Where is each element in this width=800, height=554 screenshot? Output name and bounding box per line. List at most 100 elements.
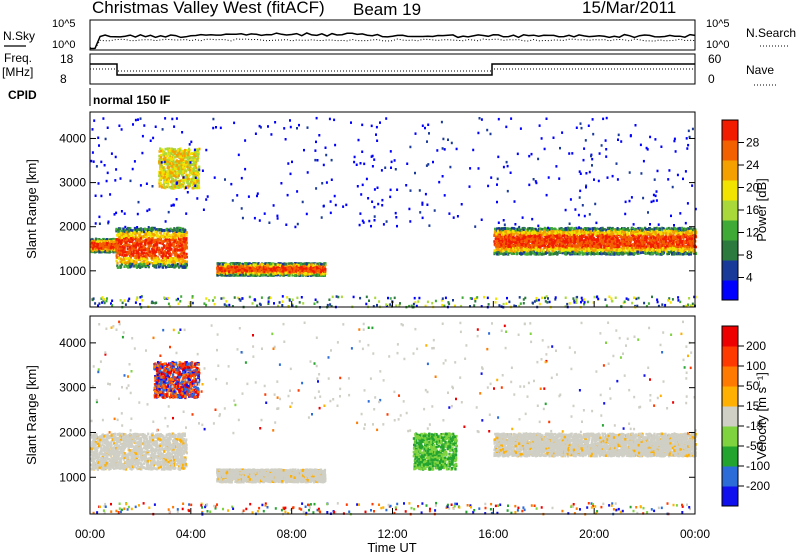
data-cell (288, 274, 291, 277)
data-cell (185, 234, 188, 237)
data-cell (166, 246, 169, 250)
data-cell (111, 248, 114, 251)
data-cell (116, 234, 119, 237)
data-cell (136, 252, 139, 256)
noise-tick-left-top: 10^5 (52, 18, 76, 30)
data-cell (123, 254, 126, 257)
data-cell (140, 265, 144, 268)
data-cell (234, 266, 237, 269)
data-cell (167, 264, 170, 267)
data-cell (183, 233, 186, 237)
data-cell (258, 272, 261, 276)
data-cell (309, 272, 312, 276)
data-cell (128, 231, 131, 234)
data-cell (143, 242, 147, 245)
data-cell (320, 270, 323, 274)
data-cell (140, 240, 143, 244)
data-cell (149, 244, 152, 247)
station-title: Christmas Valley West (fitACF) (92, 0, 325, 17)
nsky-line (89, 32, 696, 50)
data-cell (104, 245, 107, 249)
data-cell (253, 268, 256, 271)
data-cell (262, 273, 265, 277)
data-cell (119, 232, 122, 235)
data-cell (140, 245, 143, 249)
data-cell (315, 266, 318, 269)
data-cell (157, 241, 160, 244)
data-cell (174, 255, 177, 259)
data-cell (134, 234, 137, 238)
data-cell (317, 269, 321, 272)
data-cell (117, 227, 121, 230)
data-cell (168, 261, 171, 264)
data-cell (118, 253, 121, 256)
data-cell (149, 251, 153, 255)
data-cell (135, 228, 138, 231)
data-cell (151, 249, 154, 253)
data-cell (288, 268, 291, 271)
data-cell (183, 240, 186, 244)
data-cell (132, 250, 135, 254)
data-cell (102, 244, 105, 248)
date-label: 15/Mar/2011 (582, 0, 676, 17)
data-cell (140, 242, 143, 245)
data-cell (111, 246, 114, 249)
data-cell (145, 228, 148, 231)
data-cell (133, 246, 136, 250)
data-cell (138, 248, 141, 251)
data-cell (127, 227, 130, 230)
data-cell (135, 254, 138, 257)
data-cell (155, 256, 158, 260)
data-cell (105, 242, 108, 245)
data-cell (155, 234, 158, 237)
data-cell (252, 263, 255, 267)
data-cell (300, 263, 303, 266)
data-cell (138, 242, 141, 246)
data-cell (292, 263, 295, 266)
data-cell (175, 259, 178, 262)
data-cell (185, 263, 188, 267)
data-cell (164, 228, 167, 232)
data-cell (174, 252, 178, 255)
data-cell (124, 239, 127, 242)
data-cell (161, 261, 164, 265)
data-cell (297, 272, 300, 276)
data-cell (172, 244, 175, 247)
data-cell (148, 262, 151, 266)
data-cell (130, 229, 134, 232)
data-cell (238, 265, 241, 269)
data-cell (105, 245, 109, 249)
data-cell (227, 265, 230, 268)
data-cell (216, 270, 219, 273)
data-cell (168, 254, 171, 258)
data-cell (183, 230, 186, 234)
data-cell (180, 240, 183, 244)
data-cell (94, 245, 97, 249)
data-cell (132, 265, 136, 268)
data-cell (169, 265, 173, 268)
data-cell (115, 238, 118, 241)
data-cell (167, 228, 170, 232)
data-cell (163, 264, 167, 267)
data-cell (94, 247, 97, 250)
data-cell (252, 271, 255, 275)
data-cell (177, 233, 180, 236)
data-cell (116, 264, 119, 268)
data-cell (305, 272, 308, 275)
data-cell (177, 231, 180, 234)
data-cell (178, 266, 181, 269)
data-cell (120, 236, 123, 240)
data-cell (117, 238, 120, 241)
data-cell (152, 244, 156, 247)
data-cell (115, 243, 118, 246)
freq-line (90, 63, 695, 76)
data-cell (128, 240, 131, 244)
data-cell (168, 239, 171, 242)
data-cell (110, 241, 113, 245)
data-cell (118, 247, 121, 251)
data-cell (254, 271, 257, 275)
data-cell (263, 270, 266, 274)
data-cell (140, 251, 143, 255)
data-cell (154, 265, 157, 268)
